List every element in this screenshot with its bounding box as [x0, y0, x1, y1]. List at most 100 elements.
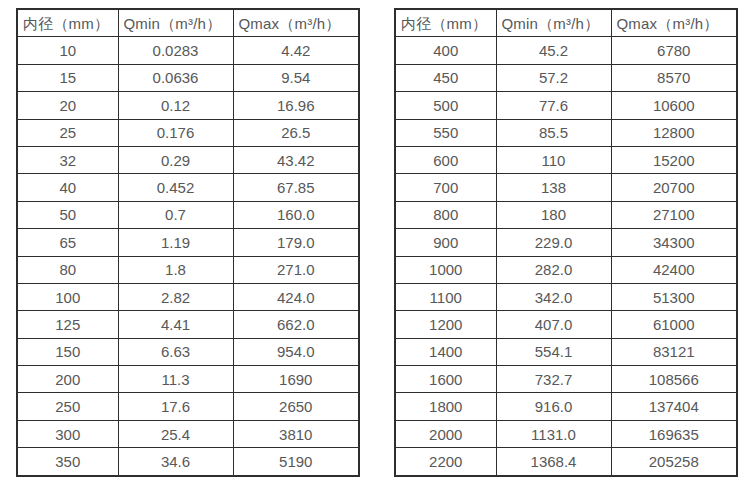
table-row: 500.7160.0	[17, 201, 359, 228]
table-cell: 179.0	[233, 229, 359, 256]
table-cell: 900	[395, 229, 496, 256]
table-cell: 5190	[233, 448, 359, 476]
table-cell: 700	[395, 174, 496, 201]
table-row: 400.45267.85	[17, 174, 359, 201]
table-row: 22001368.4205258	[395, 448, 737, 476]
table-cell: 4.41	[118, 311, 233, 338]
table-cell: 57.2	[496, 64, 611, 91]
table-row: 20011.31690	[17, 366, 359, 393]
table-cell: 0.12	[118, 92, 233, 119]
table-row: 1002.82424.0	[17, 283, 359, 310]
table-row: 200.1216.96	[17, 92, 359, 119]
table-row: 25017.62650	[17, 393, 359, 420]
column-header: Qmax（m³/h）	[611, 9, 737, 37]
table-cell: 732.7	[496, 366, 611, 393]
table-cell: 450	[395, 64, 496, 91]
table-cell: 26.5	[233, 119, 359, 146]
table-cell: 1800	[395, 393, 496, 420]
table-cell: 550	[395, 119, 496, 146]
table-row: 1254.41662.0	[17, 311, 359, 338]
table-row: 45057.28570	[395, 64, 737, 91]
table-cell: 8570	[611, 64, 737, 91]
table-cell: 65	[17, 229, 118, 256]
table-cell: 1000	[395, 256, 496, 283]
table-cell: 400	[395, 37, 496, 64]
table-cell: 85.5	[496, 119, 611, 146]
table-cell: 51300	[611, 283, 737, 310]
table-row: 20001131.0169635	[395, 420, 737, 447]
table-cell: 32	[17, 146, 118, 173]
table-row: 100.02834.42	[17, 37, 359, 64]
table-cell: 138	[496, 174, 611, 201]
table-row: 80018027100	[395, 201, 737, 228]
table-cell: 169635	[611, 420, 737, 447]
table-cell: 11.3	[118, 366, 233, 393]
table-cell: 110	[496, 146, 611, 173]
table-cell: 1400	[395, 338, 496, 365]
table-cell: 43.42	[233, 146, 359, 173]
table-row: 150.06369.54	[17, 64, 359, 91]
table-cell: 1100	[395, 283, 496, 310]
table-row: 60011015200	[395, 146, 737, 173]
table-cell: 1.19	[118, 229, 233, 256]
table-cell: 2200	[395, 448, 496, 476]
table-cell: 407.0	[496, 311, 611, 338]
table-cell: 205258	[611, 448, 737, 476]
table-cell: 25	[17, 119, 118, 146]
table-cell: 1368.4	[496, 448, 611, 476]
table-cell: 12800	[611, 119, 737, 146]
column-header: 内径（mm）	[395, 9, 496, 37]
table-row: 1000282.042400	[395, 256, 737, 283]
table-cell: 2000	[395, 420, 496, 447]
table-cell: 42400	[611, 256, 737, 283]
table-cell: 50	[17, 201, 118, 228]
table-cell: 0.7	[118, 201, 233, 228]
table-cell: 160.0	[233, 201, 359, 228]
table-cell: 250	[17, 393, 118, 420]
table-cell: 0.452	[118, 174, 233, 201]
table-row: 1800916.0137404	[395, 393, 737, 420]
table-row: 40045.26780	[395, 37, 737, 64]
table-cell: 600	[395, 146, 496, 173]
table-cell: 27100	[611, 201, 737, 228]
column-header: Qmax（m³/h）	[233, 9, 359, 37]
header-row: 内径（mm）Qmin（m³/h）Qmax（m³/h）	[17, 9, 359, 37]
column-header: 内径（mm）	[17, 9, 118, 37]
table-cell: 342.0	[496, 283, 611, 310]
table-cell: 4.42	[233, 37, 359, 64]
table-row: 801.8271.0	[17, 256, 359, 283]
table-row: 1600732.7108566	[395, 366, 737, 393]
table-row: 55085.512800	[395, 119, 737, 146]
header-row: 内径（mm）Qmin（m³/h）Qmax（m³/h）	[395, 9, 737, 37]
table-cell: 45.2	[496, 37, 611, 64]
table-cell: 2650	[233, 393, 359, 420]
table-cell: 6.63	[118, 338, 233, 365]
table-cell: 0.0283	[118, 37, 233, 64]
column-header: Qmin（m³/h）	[118, 9, 233, 37]
table-cell: 350	[17, 448, 118, 476]
table-cell: 137404	[611, 393, 737, 420]
table-cell: 61000	[611, 311, 737, 338]
table-cell: 1200	[395, 311, 496, 338]
table-row: 320.2943.42	[17, 146, 359, 173]
table-cell: 300	[17, 420, 118, 447]
table-cell: 40	[17, 174, 118, 201]
table-cell: 500	[395, 92, 496, 119]
table-cell: 80	[17, 256, 118, 283]
table-cell: 20700	[611, 174, 737, 201]
table-cell: 10	[17, 37, 118, 64]
table-cell: 17.6	[118, 393, 233, 420]
table-row: 900229.034300	[395, 229, 737, 256]
table-cell: 1690	[233, 366, 359, 393]
table-row: 1200407.061000	[395, 311, 737, 338]
table-row: 1506.63954.0	[17, 338, 359, 365]
table-cell: 3810	[233, 420, 359, 447]
table-cell: 800	[395, 201, 496, 228]
table-cell: 67.85	[233, 174, 359, 201]
table-cell: 200	[17, 366, 118, 393]
table-row: 1400554.183121	[395, 338, 737, 365]
table-cell: 77.6	[496, 92, 611, 119]
flow-rate-tables: 内径（mm）Qmin（m³/h）Qmax（m³/h）100.02834.4215…	[16, 8, 738, 477]
table-cell: 34300	[611, 229, 737, 256]
column-header: Qmin（m³/h）	[496, 9, 611, 37]
